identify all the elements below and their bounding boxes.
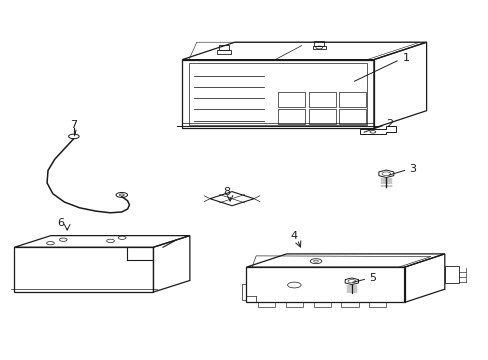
Bar: [278, 109, 304, 124]
Text: 8: 8: [223, 186, 230, 197]
Bar: [308, 91, 335, 107]
Bar: [219, 45, 228, 50]
Text: 4: 4: [290, 231, 297, 242]
Bar: [308, 109, 335, 124]
Text: 7: 7: [70, 120, 77, 130]
Bar: [278, 91, 304, 107]
Bar: [313, 302, 330, 307]
Bar: [314, 41, 324, 46]
Bar: [257, 302, 275, 307]
Text: 2: 2: [386, 119, 393, 129]
Bar: [368, 302, 386, 307]
Text: 1: 1: [402, 53, 409, 63]
Bar: [217, 50, 230, 54]
Text: 3: 3: [408, 164, 415, 174]
Bar: [339, 109, 366, 124]
Text: 6: 6: [58, 218, 64, 228]
Bar: [312, 46, 325, 49]
Text: 5: 5: [368, 273, 375, 283]
Bar: [341, 302, 358, 307]
Bar: [339, 91, 366, 107]
Bar: [285, 302, 303, 307]
